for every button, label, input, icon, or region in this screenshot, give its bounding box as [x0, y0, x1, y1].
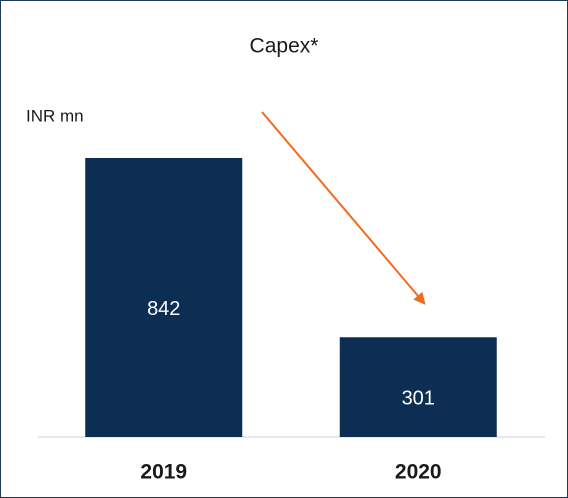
chart-title: Capex* — [250, 35, 319, 58]
x-tick-label: 2019 — [140, 461, 187, 484]
bar — [339, 337, 497, 437]
bar — [85, 158, 243, 437]
trend-arrow — [261, 111, 426, 305]
x-tick-label: 2020 — [395, 461, 442, 484]
value-label: 301 — [402, 387, 435, 409]
unit-label: INR mn — [26, 106, 84, 125]
value-label: 842 — [147, 298, 180, 320]
